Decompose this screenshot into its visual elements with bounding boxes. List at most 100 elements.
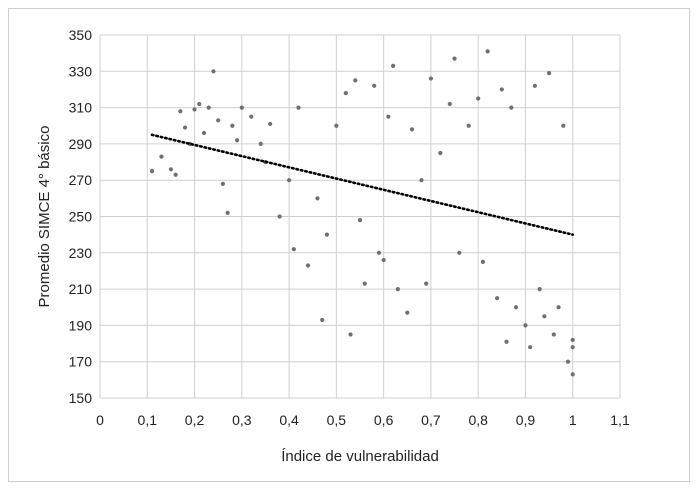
- data-point: [159, 154, 164, 159]
- data-point: [561, 123, 566, 128]
- scatter-chart: 150 170 190 210 230 250 270 290 310 330 350 0 0,1 0,…: [36, 27, 630, 465]
- data-point: [178, 109, 183, 114]
- y-axis-title: Promedio SIMCE 4° básico: [36, 126, 53, 308]
- data-point: [201, 130, 207, 136]
- data-point: [291, 247, 296, 252]
- data-point: [457, 250, 462, 255]
- data-point: [428, 76, 434, 81]
- data-point: [305, 263, 311, 268]
- data-point: [173, 172, 178, 177]
- data-point: [438, 150, 443, 156]
- y-tick-label: 150: [69, 390, 93, 406]
- data-point: [230, 123, 235, 128]
- data-point: [409, 127, 415, 132]
- data-point: [485, 49, 490, 54]
- y-tick-label: 190: [69, 317, 93, 333]
- data-point: [211, 69, 216, 74]
- data-point: [362, 281, 367, 286]
- y-tick-label: 210: [69, 281, 93, 297]
- data-point: [452, 56, 457, 61]
- data-point: [197, 101, 202, 107]
- data-point: [357, 218, 363, 223]
- data-point: [570, 372, 575, 377]
- data-point: [376, 250, 382, 255]
- data-point: [216, 118, 221, 123]
- data-point: [499, 87, 504, 92]
- data-point: [277, 214, 282, 219]
- data-point: [504, 339, 509, 344]
- data-point: [390, 63, 396, 68]
- data-point: [324, 232, 330, 237]
- data-point: [532, 83, 538, 88]
- x-tick-label: 0,6: [374, 412, 394, 428]
- data-point: [168, 167, 174, 172]
- data-point: [182, 125, 188, 130]
- data-point: [372, 83, 377, 88]
- x-tick-label: 0,2: [185, 412, 205, 428]
- data-point: [206, 105, 211, 110]
- x-tick-labels: 0 0,1 0,2 0,3 0,4 0,5 0,6 0,7 0,8 0,9 1 1,1: [96, 412, 630, 428]
- data-point: [509, 105, 514, 110]
- data-point: [381, 257, 386, 263]
- trend-line: [150, 133, 575, 236]
- x-tick-label: 1: [569, 412, 577, 428]
- data-point: [334, 123, 339, 128]
- data-point: [225, 210, 230, 215]
- y-tick-label: 230: [69, 245, 93, 261]
- data-point: [556, 305, 561, 310]
- y-tick-label: 350: [69, 27, 93, 43]
- data-point: [258, 141, 263, 146]
- data-point: [353, 78, 358, 83]
- data-point: [447, 101, 452, 107]
- x-tick-label: 0,1: [138, 412, 158, 428]
- x-tick-label: 0,3: [232, 412, 252, 428]
- y-tick-label: 250: [69, 209, 93, 225]
- x-tick-label: 0,9: [516, 412, 536, 428]
- data-point: [149, 169, 155, 174]
- x-tick-label: 0,8: [468, 412, 488, 428]
- data-point: [542, 314, 547, 319]
- data-point: [286, 178, 292, 183]
- x-tick-label: 0,7: [421, 412, 441, 428]
- data-point: [320, 317, 325, 323]
- x-tick-label: 1,1: [610, 412, 630, 428]
- data-point: [234, 138, 240, 143]
- y-tick-label: 270: [69, 172, 93, 188]
- x-tick-label: 0: [96, 412, 104, 428]
- y-tick-label: 310: [69, 100, 93, 116]
- chart-frame: 150 170 190 210 230 250 270 290 310 330 350 0 0,1 0,…: [8, 8, 690, 482]
- data-point: [239, 105, 244, 110]
- y-tick-label: 330: [69, 63, 93, 79]
- data-point: [494, 296, 500, 301]
- data-point: [343, 90, 348, 96]
- data-point: [395, 287, 400, 292]
- data-points: [149, 49, 575, 377]
- y-tick-label: 170: [69, 354, 93, 370]
- data-point: [537, 287, 542, 292]
- data-point: [249, 114, 254, 119]
- data-point: [386, 114, 391, 119]
- data-point: [523, 323, 528, 328]
- data-point: [315, 196, 320, 201]
- y-tick-labels: 150 170 190 210 230 250 270 290 310 330 350: [69, 27, 93, 406]
- data-point: [565, 359, 571, 364]
- grid-lines: [99, 34, 621, 399]
- x-tick-label: 0,5: [327, 412, 347, 428]
- data-point: [570, 337, 575, 343]
- data-point: [546, 71, 552, 76]
- data-point: [424, 281, 429, 286]
- data-point: [476, 96, 481, 101]
- data-point: [480, 259, 486, 264]
- data-point: [528, 345, 533, 350]
- data-point: [570, 345, 575, 350]
- data-point: [296, 105, 301, 110]
- data-point: [348, 332, 353, 337]
- data-point: [466, 123, 471, 128]
- data-point: [419, 178, 424, 183]
- x-tick-label: 0,4: [279, 412, 299, 428]
- y-tick-label: 290: [69, 136, 93, 152]
- x-axis-title: Índice de vulnerabilidad: [281, 448, 439, 465]
- data-point: [192, 107, 197, 112]
- data-point: [220, 181, 226, 186]
- data-point: [551, 332, 556, 337]
